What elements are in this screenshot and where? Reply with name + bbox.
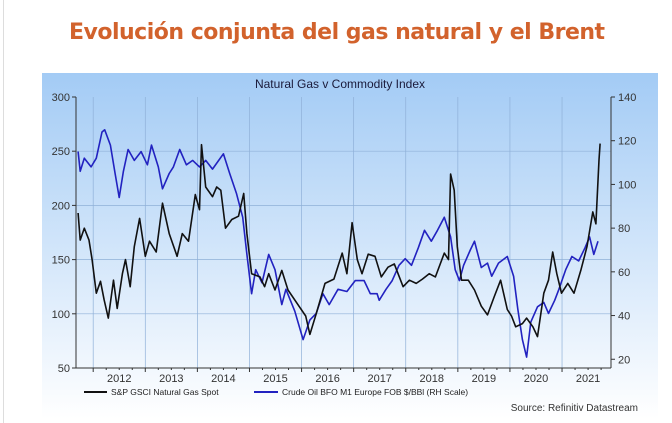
y-tick-label-right: 80 xyxy=(618,223,630,235)
y-tick-label-left: 250 xyxy=(52,146,70,158)
y-tick-label-right: 20 xyxy=(618,354,630,366)
x-tick-label: 2015 xyxy=(263,373,287,385)
x-tick-label: 2016 xyxy=(315,373,339,385)
page-edge-line xyxy=(3,0,4,423)
series-line-gas xyxy=(77,143,601,338)
x-tick-label: 2012 xyxy=(107,373,131,385)
y-tick-label-left: 100 xyxy=(52,309,70,321)
x-tick-label: 2013 xyxy=(159,373,183,385)
y-tick-label-left: 150 xyxy=(52,255,70,267)
y-tick-label-left: 300 xyxy=(52,92,70,104)
y-tick-label-right: 120 xyxy=(618,136,636,148)
x-tick-label: 2017 xyxy=(367,373,391,385)
source-note: Source: Refinitiv Datastream xyxy=(511,403,638,414)
y-tick-label-left: 50 xyxy=(58,363,70,375)
series-line-oil xyxy=(77,129,599,358)
y-tick-label-right: 100 xyxy=(618,179,636,191)
headline: Evolución conjunta del gas natural y el … xyxy=(69,20,605,45)
y-tick-label-right: 40 xyxy=(618,311,630,323)
y-tick-label-right: 140 xyxy=(618,92,636,104)
legend-label-oil: Crude Oil BFO M1 Europe FOB $/BBl (RH Sc… xyxy=(282,387,468,397)
x-tick-label: 2014 xyxy=(211,373,235,385)
x-tick-label: 2021 xyxy=(576,373,600,385)
x-tick-label: 2018 xyxy=(420,373,444,385)
y-tick-label-right: 60 xyxy=(618,267,630,279)
x-tick-label: 2020 xyxy=(524,373,548,385)
y-tick-label-left: 200 xyxy=(52,200,70,212)
x-tick-label: 2019 xyxy=(472,373,496,385)
legend-label-gas: S&P GSCI Natural Gas Spot xyxy=(111,387,219,397)
chart-title: Natural Gas v Commodity Index xyxy=(255,77,425,91)
